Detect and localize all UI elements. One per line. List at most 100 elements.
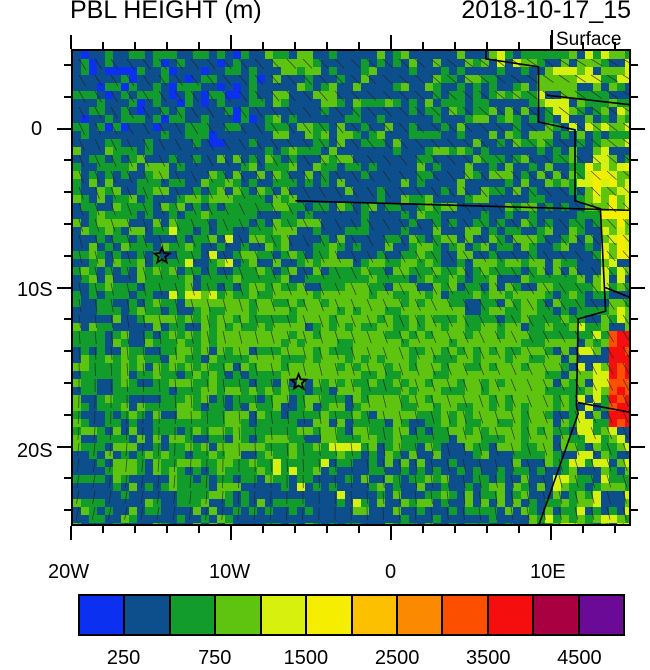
field-cell [409,371,418,380]
field-cell [561,411,570,420]
field-cell [265,219,274,228]
field-cell [113,507,122,516]
field-cell [345,219,354,228]
field-cell [289,451,298,460]
field-cell [185,99,194,108]
field-cell [361,243,370,252]
field-cell [129,115,138,124]
field-cell [513,299,522,308]
field-cell [385,219,394,228]
field-cell [129,179,138,188]
field-cell [81,315,90,324]
field-cell [225,339,234,348]
field-cell [585,499,594,508]
field-cell [145,435,154,444]
field-cell [369,315,378,324]
field-cell [465,275,474,284]
field-cell [505,83,514,92]
field-cell [81,91,90,100]
field-cell [201,131,210,140]
field-cell [361,115,370,124]
field-cell [625,115,629,124]
field-cell [81,491,90,500]
field-cell [193,139,202,148]
field-cell [201,483,210,492]
field-cell [185,227,194,236]
field-cell [585,419,594,428]
field-cell [193,499,202,508]
field-cell [81,395,90,404]
field-cell [153,307,162,316]
field-cell [529,443,538,452]
field-cell [449,275,458,284]
field-cell [393,131,402,140]
field-cell [433,467,442,476]
field-cell [177,515,186,524]
field-cell [249,523,258,524]
field-cell [225,491,234,500]
field-cell [233,523,242,524]
field-cell [193,299,202,308]
field-cell [569,291,578,300]
field-cell [409,179,418,188]
field-cell [337,211,346,220]
field-cell [417,451,426,460]
field-cell [345,307,354,316]
field-cell [209,251,218,260]
field-cell [553,387,562,396]
field-cell [425,275,434,284]
field-cell [465,427,474,436]
field-cell [545,443,554,452]
field-cell [585,331,594,340]
field-cell [153,451,162,460]
field-cell [273,115,282,124]
field-cell [233,499,242,508]
field-cell [329,283,338,292]
field-cell [121,187,130,196]
field-cell [169,203,178,212]
field-cell [81,499,90,508]
field-cell [273,435,282,444]
field-cell [89,243,98,252]
field-cell [617,51,626,60]
field-cell [489,179,498,188]
field-cell [257,459,266,468]
field-cell [417,443,426,452]
field-cell [185,323,194,332]
field-cell [449,91,458,100]
field-cell [313,507,322,516]
field-cell [185,339,194,348]
field-cell [81,147,90,156]
field-cell [153,147,162,156]
field-cell [521,227,530,236]
field-cell [121,211,130,220]
field-cell [433,275,442,284]
field-cell [505,347,514,356]
field-cell [497,107,506,116]
field-cell [417,195,426,204]
field-cell [353,491,362,500]
field-cell [233,507,242,516]
field-cell [241,475,250,484]
field-cell [337,75,346,84]
field-cell [329,131,338,140]
field-cell [201,227,210,236]
field-cell [337,51,346,60]
field-cell [209,347,218,356]
field-cell [521,403,530,412]
field-cell [377,299,386,308]
field-cell [505,403,514,412]
field-cell [129,475,138,484]
field-cell [609,187,618,196]
field-cell [521,499,530,508]
field-cell [609,483,618,492]
field-cell [241,387,250,396]
field-cell [177,163,186,172]
field-cell [625,491,629,500]
field-cell [145,491,154,500]
field-cell [497,443,506,452]
field-cell [145,363,154,372]
field-cell [249,195,258,204]
field-cell [265,51,274,60]
field-cell [345,115,354,124]
